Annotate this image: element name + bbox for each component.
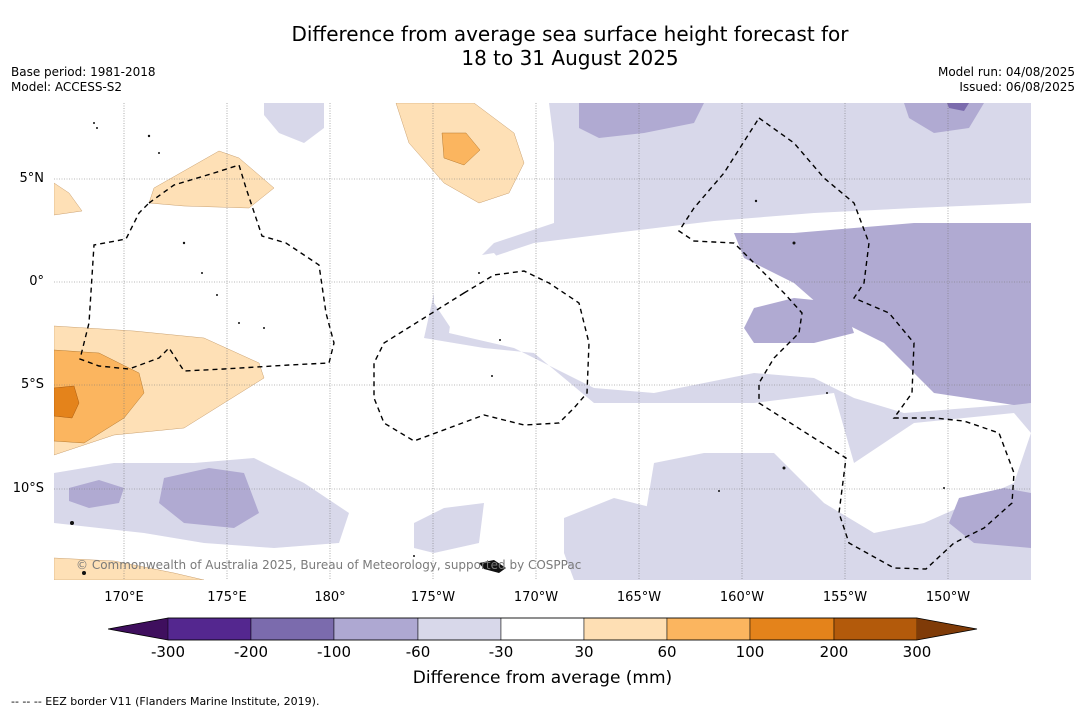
colorbar-tick: 300 bbox=[902, 643, 932, 661]
colorbar-segment bbox=[333, 617, 419, 641]
meta-right: Model run: 04/08/2025 Issued: 06/08/2025 bbox=[938, 65, 1075, 95]
lon-label-165w: 165°W bbox=[616, 590, 662, 605]
map-title: Difference from average sea surface heig… bbox=[0, 22, 1085, 70]
eez-borders bbox=[79, 117, 1015, 570]
colorbar-extend-left bbox=[108, 618, 168, 640]
map-svg bbox=[54, 103, 1031, 580]
colorbar-tick: -300 bbox=[150, 643, 186, 661]
anomaly-orange bbox=[54, 103, 525, 580]
colorbar bbox=[108, 617, 978, 641]
model-run: Model run: 04/08/2025 bbox=[937, 65, 1075, 79]
model-name: Model: ACCESS-S2 bbox=[11, 80, 123, 94]
lon-label-150w: 150°W bbox=[925, 590, 971, 605]
lat-label-0: 0° bbox=[29, 274, 44, 289]
lat-label-5s: 5°S bbox=[20, 377, 44, 392]
colorbar-segment bbox=[167, 617, 252, 641]
colorbar-segment bbox=[833, 617, 918, 641]
colorbar-extend-right bbox=[917, 618, 977, 640]
title-line-2: 18 to 31 August 2025 bbox=[461, 46, 679, 70]
lon-label-180: 180° bbox=[314, 590, 346, 605]
colorbar-tick: 200 bbox=[819, 643, 849, 661]
graticule bbox=[54, 103, 1031, 580]
lon-label-175w: 175°W bbox=[410, 590, 456, 605]
colorbar-segment bbox=[500, 617, 585, 641]
colorbar-tick: 60 bbox=[657, 643, 677, 661]
colorbar-tick: -30 bbox=[488, 643, 514, 661]
colorbar-tick: 30 bbox=[574, 643, 594, 661]
map-area bbox=[54, 103, 1031, 580]
lat-label-5n: 5°N bbox=[19, 171, 45, 186]
colorbar-tick: 100 bbox=[735, 643, 765, 661]
lon-label-170w: 170°W bbox=[513, 590, 559, 605]
base-period: Base period: 1981-2018 bbox=[11, 65, 156, 79]
colorbar-tick: -60 bbox=[405, 643, 431, 661]
colorbar-segment bbox=[250, 617, 335, 641]
anomaly-mid-purple bbox=[69, 103, 1031, 548]
lon-label-160w: 160°W bbox=[719, 590, 765, 605]
colorbar-tick: -200 bbox=[233, 643, 269, 661]
colorbar-segment bbox=[666, 617, 751, 641]
issued-date: Issued: 06/08/2025 bbox=[959, 80, 1075, 94]
lat-label-10s: 10°S bbox=[12, 481, 44, 496]
title-line-1: Difference from average sea surface heig… bbox=[291, 22, 849, 46]
lon-label-170e: 170°E bbox=[104, 590, 144, 605]
lon-label-155w: 155°W bbox=[822, 590, 868, 605]
colorbar-label: Difference from average (mm) bbox=[412, 668, 673, 688]
colorbar-outline bbox=[108, 617, 978, 641]
islands bbox=[70, 122, 945, 575]
eez-legend-note: -- -- -- EEZ border V11 (Flanders Marine… bbox=[11, 695, 320, 708]
anomaly-dark-purple bbox=[947, 103, 969, 111]
meta-left: Base period: 1981-2018 Model: ACCESS-S2 bbox=[11, 65, 156, 95]
colorbar-segment bbox=[417, 617, 502, 641]
colorbar-segment bbox=[749, 617, 835, 641]
lon-label-175e: 175°E bbox=[207, 590, 247, 605]
copyright-notice: © Commonwealth of Australia 2025, Bureau… bbox=[76, 558, 582, 572]
colorbar-tick: -100 bbox=[316, 643, 352, 661]
colorbar-segment bbox=[583, 617, 668, 641]
